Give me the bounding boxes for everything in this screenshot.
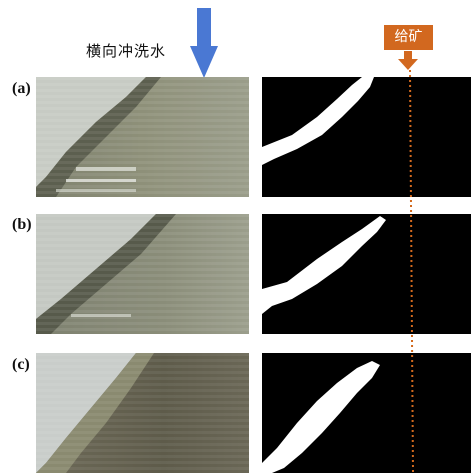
wash-water-label: 横向冲洗水 <box>86 42 167 60</box>
wash-water-arrow-icon <box>190 8 218 78</box>
flow-photo-b <box>36 214 249 334</box>
flow-mask-c <box>262 353 471 473</box>
feed-badge: 给矿 <box>383 24 434 51</box>
flow-photo-a <box>36 77 249 197</box>
row-label-a: (a) <box>12 80 31 97</box>
flow-mask-a <box>262 77 471 197</box>
feed-arrow-icon <box>398 51 418 70</box>
flow-photo-c <box>36 353 249 473</box>
row-label-c: (c) <box>12 356 30 373</box>
row-label-b: (b) <box>12 216 32 233</box>
feed-position-line <box>409 70 414 473</box>
flow-mask-b <box>262 214 471 334</box>
